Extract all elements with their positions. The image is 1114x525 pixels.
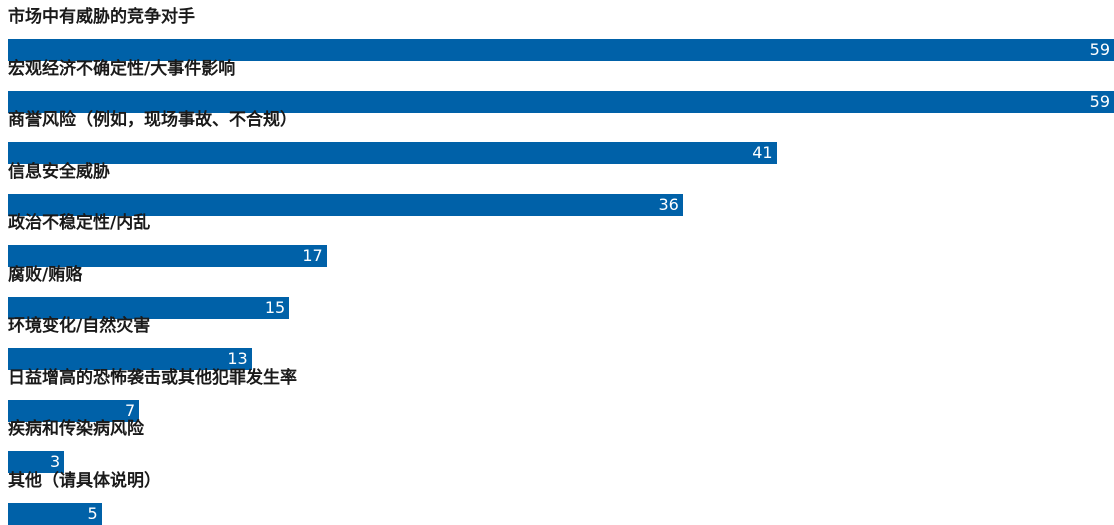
bar: 59 xyxy=(8,90,1114,113)
bar: 36 xyxy=(8,193,683,216)
category-label: 环境变化/自然灾害 xyxy=(8,316,151,336)
bar-value-label: 59 xyxy=(1089,91,1110,111)
category-label: 宏观经济不确定性/大事件影响 xyxy=(8,58,236,79)
chart-row: 宏观经济不确定性/大事件影响 59 xyxy=(0,58,1114,113)
bar-value-label: 41 xyxy=(752,143,773,162)
category-label: 疾病和传染病风险 xyxy=(8,419,144,439)
chart-row: 市场中有威胁的竞争对手 59 xyxy=(0,6,1114,61)
bar: 5 xyxy=(8,502,102,525)
chart-row: 政治不稳定性/内乱 17 xyxy=(0,212,1114,267)
bar-value-label: 3 xyxy=(50,452,61,471)
category-label: 信息安全威胁 xyxy=(8,161,110,182)
category-label: 腐败/贿赂 xyxy=(8,264,83,285)
chart-row: 其他（请具体说明） 5 xyxy=(0,470,1114,525)
bar: 17 xyxy=(8,245,327,267)
category-label: 日益增高的恐怖袭击或其他犯罪发生率 xyxy=(8,367,297,388)
chart-row: 腐败/贿赂 15 xyxy=(0,264,1114,319)
bar: 15 xyxy=(8,296,290,319)
chart-row: 信息安全威胁 36 xyxy=(0,161,1114,216)
bar: 59 xyxy=(8,39,1114,61)
bar-value-label: 59 xyxy=(1089,40,1110,59)
category-label: 商誉风险（例如，现场事故、不合规） xyxy=(8,110,297,130)
bar: 41 xyxy=(8,142,777,164)
category-label: 其他（请具体说明） xyxy=(8,470,161,491)
bar: 7 xyxy=(8,399,140,422)
chart-row: 日益增高的恐怖袭击或其他犯罪发生率 7 xyxy=(0,367,1114,422)
bar-value-label: 15 xyxy=(264,297,286,317)
category-label: 市场中有威胁的竞争对手 xyxy=(8,7,195,27)
category-label: 政治不稳定性/内乱 xyxy=(8,213,151,233)
bar-value-label: 5 xyxy=(87,503,98,523)
bar-value-label: 13 xyxy=(227,349,248,368)
chart-row: 疾病和传染病风险 3 xyxy=(0,418,1114,473)
bar-value-label: 17 xyxy=(302,246,323,265)
bar-value-label: 36 xyxy=(658,194,679,214)
chart-row: 环境变化/自然灾害 13 xyxy=(0,315,1114,370)
chart-row: 商誉风险（例如，现场事故、不合规） 41 xyxy=(0,109,1114,164)
bar: 13 xyxy=(8,348,252,370)
bar: 3 xyxy=(8,451,65,473)
bar-value-label: 7 xyxy=(125,400,136,420)
